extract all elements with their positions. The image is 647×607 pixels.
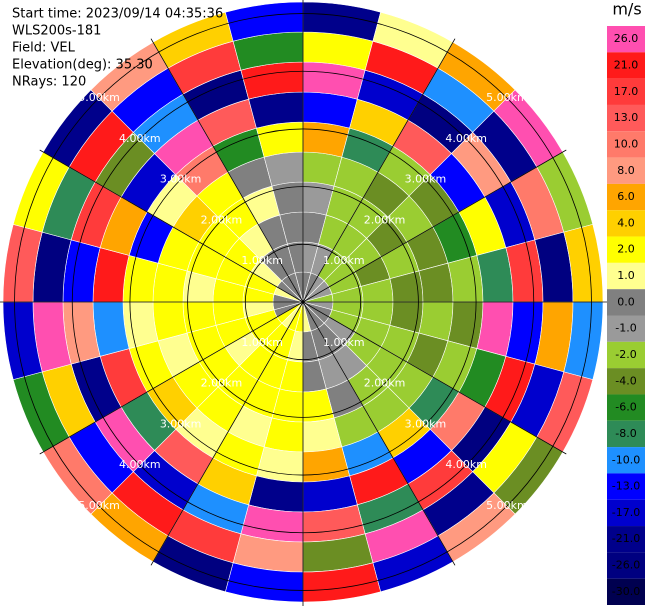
colorbar-bin — [607, 183, 645, 211]
colorbar-label: -10.0 — [612, 453, 640, 466]
range-label: 1.00km — [241, 254, 283, 267]
colorbar-bin — [607, 78, 645, 105]
colorbar-bin — [607, 420, 645, 448]
gate — [256, 121, 304, 158]
colorbar-label: -1.0 — [615, 322, 636, 335]
range-ring — [129, 128, 477, 476]
gate — [122, 255, 159, 303]
gate — [302, 121, 350, 158]
colorbar-bin — [607, 499, 645, 527]
range-label: 5.00km — [486, 91, 528, 104]
gate — [447, 255, 484, 303]
spoke — [302, 301, 456, 566]
range-label: 5.00km — [78, 91, 120, 104]
overlay: 1.00km 1.00km 1.00km 1.00km 2.00km 2.00km 2.00… — [0, 0, 607, 606]
colorbar-bin — [607, 315, 645, 342]
colorbar-bin — [607, 578, 645, 605]
colorbar-title: m/s — [612, 0, 641, 19]
colorbar-bin — [607, 473, 645, 500]
range-ring — [71, 70, 535, 534]
range-label: 1.00km — [241, 336, 283, 349]
colorbar-label: -4.0 — [615, 374, 636, 387]
range-label: 4.00km — [445, 458, 487, 471]
range-ring — [244, 243, 362, 361]
range-label: 2.00km — [201, 377, 243, 390]
range-label: 3.00km — [405, 173, 447, 186]
range-label: 4.00km — [119, 458, 161, 471]
range-label: 2.00km — [364, 213, 406, 226]
header-line: Start time: 2023/09/14 04:35:36 — [12, 7, 223, 22]
range-label: 4.00km — [119, 132, 161, 145]
gate — [447, 301, 484, 349]
range-ring — [14, 13, 592, 591]
range-label: 2.00km — [201, 213, 243, 226]
gate — [256, 446, 304, 483]
colorbar-label: -26.0 — [612, 559, 640, 572]
range-label: 1.00km — [323, 336, 365, 349]
header-line: NRays: 120 — [12, 75, 86, 90]
spoke — [39, 149, 304, 303]
spoke — [302, 301, 567, 455]
range-label: 1.00km — [323, 254, 365, 267]
colorbar-bin — [607, 262, 645, 290]
colorbar-label: 4.0 — [617, 216, 635, 229]
colorbar-bin — [607, 236, 645, 263]
colorbar-label: 17.0 — [614, 85, 639, 98]
colorbar-bin — [607, 157, 645, 184]
colorbar-bin — [607, 394, 645, 421]
range-label: 2.00km — [364, 377, 406, 390]
spoke — [150, 301, 304, 566]
colorbar-label: -8.0 — [615, 427, 636, 440]
colorbar-label: -21.0 — [612, 532, 640, 545]
colorbar-bin — [607, 289, 645, 316]
header-line: Field: VEL — [12, 41, 76, 56]
colorbar-label: -6.0 — [615, 401, 636, 414]
range-label: 5.00km — [78, 499, 120, 512]
header-line: WLS200s-181 — [12, 24, 101, 39]
colorbar-label: 1.0 — [617, 269, 635, 282]
range-label: 3.00km — [160, 173, 202, 186]
colorbar-label: -17.0 — [612, 506, 640, 519]
colorbar-label: 6.0 — [617, 190, 635, 203]
colorbar-label: -30.0 — [612, 585, 640, 598]
range-label: 5.00km — [486, 499, 528, 512]
header-line: Elevation(deg): 35.30 — [12, 58, 153, 73]
colorbar-bin — [607, 52, 645, 79]
spoke — [150, 38, 304, 303]
colorbar-label: 2.0 — [617, 243, 635, 256]
colorbar: 26.0 21.0 17.0 13.0 10.0 8.0 6.0 4.0 2.0 1.0 0.0 -1… — [607, 26, 645, 605]
colorbar-bin — [607, 210, 645, 237]
radar-field — [2, 1, 604, 603]
colorbar-label: 8.0 — [617, 164, 635, 177]
colorbar-bin — [607, 341, 645, 369]
colorbar-label: -2.0 — [615, 348, 636, 361]
colorbar-bin — [607, 368, 645, 395]
spoke — [302, 38, 456, 303]
spoke — [39, 301, 304, 455]
colorbar-label: -13.0 — [612, 480, 640, 493]
colorbar-bin — [607, 26, 645, 53]
range-label: 3.00km — [160, 417, 202, 430]
range-label: 4.00km — [445, 132, 487, 145]
range-ring — [187, 186, 419, 418]
colorbar-label: 10.0 — [614, 137, 639, 150]
gate — [302, 446, 350, 483]
colorbar-label: 0.0 — [617, 295, 635, 308]
colorbar-bin — [607, 552, 645, 579]
colorbar-label: 26.0 — [614, 32, 639, 45]
colorbar-label: 21.0 — [614, 58, 639, 71]
range-label: 3.00km — [405, 417, 447, 430]
colorbar-bin — [607, 526, 645, 553]
colorbar-bin — [607, 447, 645, 474]
colorbar-label: 13.0 — [614, 111, 639, 124]
spoke — [302, 149, 567, 303]
colorbar-bin — [607, 131, 645, 158]
gate — [122, 301, 159, 349]
colorbar-bin — [607, 104, 645, 132]
